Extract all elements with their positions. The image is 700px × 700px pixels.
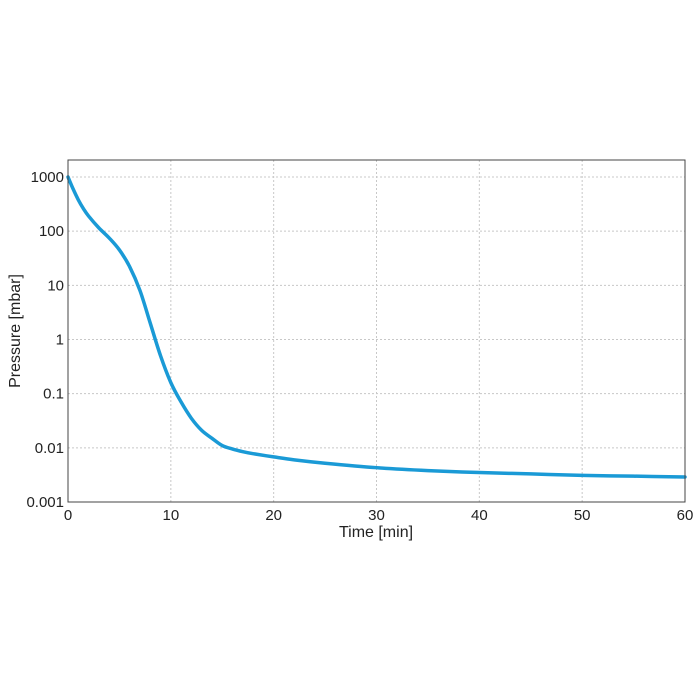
plot-frame [67, 159, 686, 503]
y-tick-label: 10 [47, 277, 64, 294]
x-tick-label: 30 [368, 507, 385, 524]
y-tick-label: 0.1 [43, 386, 64, 403]
x-tick-label: 40 [471, 507, 488, 524]
y-axis: 0.001 0.01 0.1 1 10 100 1000 [26, 169, 64, 511]
y-tick-label: 0.01 [35, 440, 64, 457]
series-layer [66, 175, 687, 479]
x-axis-title: Time [min] [339, 524, 413, 541]
grid [68, 160, 685, 502]
y-tick-label: 100 [39, 223, 64, 240]
x-tick-label: 0 [64, 507, 72, 524]
x-tick-label: 50 [574, 507, 591, 524]
x-tick-label: 10 [162, 507, 179, 524]
x-tick-label: 60 [677, 507, 694, 524]
x-tick-label: 20 [265, 507, 282, 524]
y-tick-label: 1 [56, 332, 64, 349]
pressure-series-line [66, 175, 687, 479]
y-axis-title: Pressure [mbar] [7, 274, 24, 388]
x-axis: 0 10 20 30 40 50 60 [64, 507, 694, 524]
y-tick-label: 1000 [31, 169, 64, 186]
y-tick-label: 0.001 [26, 494, 64, 511]
